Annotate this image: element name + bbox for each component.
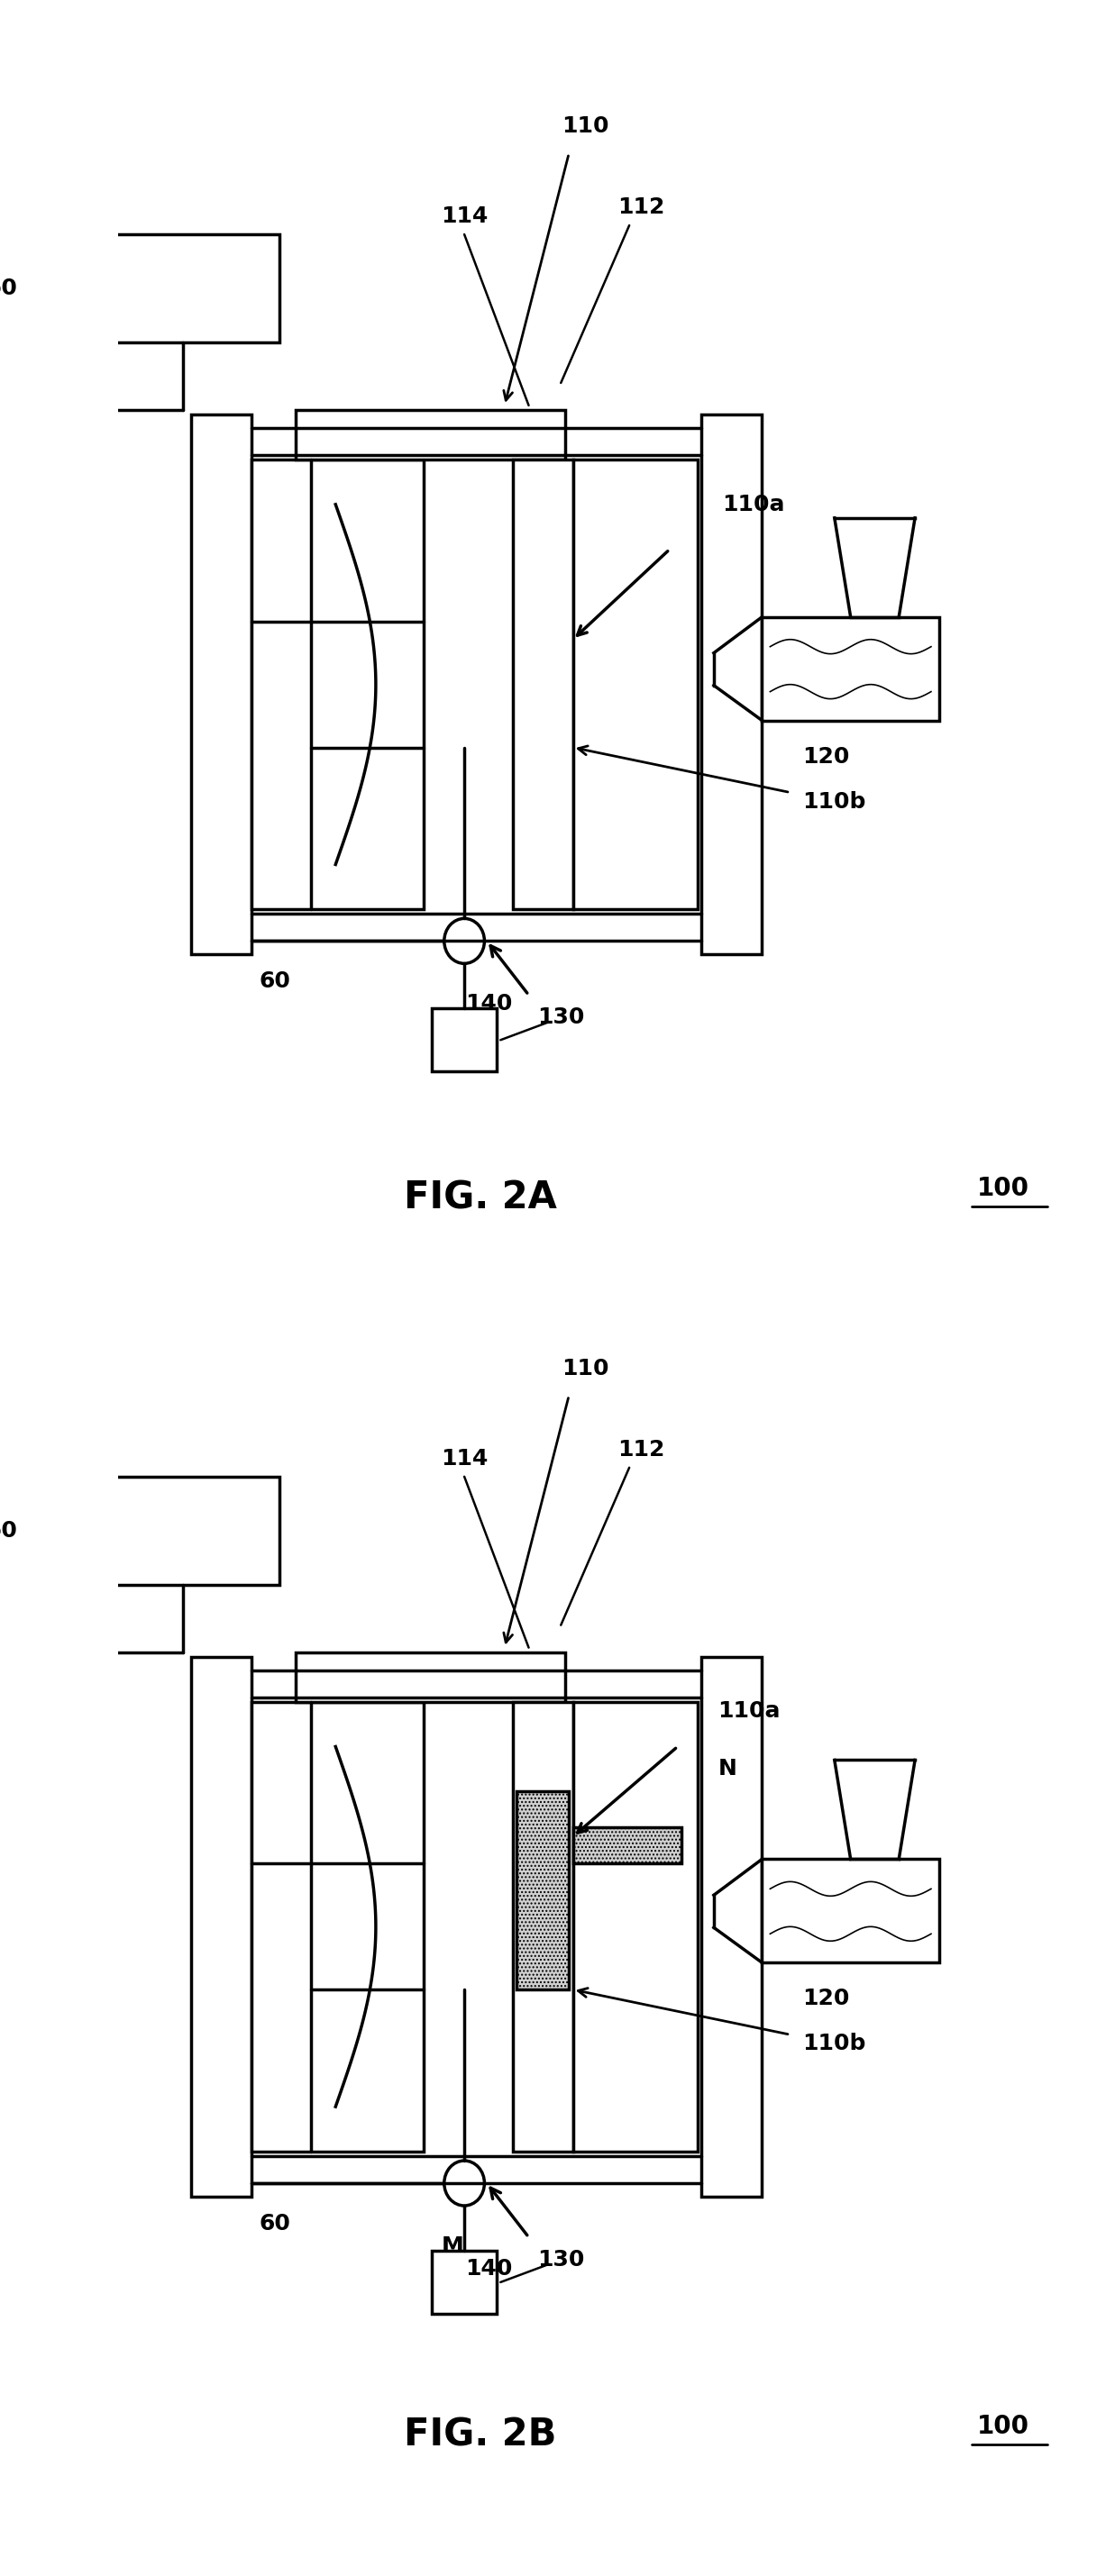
Text: 60: 60 [260, 2213, 291, 2233]
Text: 114: 114 [440, 1448, 488, 1468]
Bar [191, 1656, 251, 2197]
Text: 110b: 110b [803, 791, 865, 811]
Text: 112: 112 [618, 1440, 665, 1461]
Text: 60: 60 [260, 971, 291, 992]
Bar [516, 1793, 569, 1989]
Text: 110b: 110b [803, 2032, 865, 2056]
Text: FIG. 2B: FIG. 2B [404, 2416, 556, 2455]
Bar [295, 1651, 565, 1703]
Text: 100: 100 [978, 1175, 1029, 1200]
Bar [762, 616, 939, 721]
Text: 120: 120 [803, 1989, 850, 2009]
Bar [513, 459, 573, 909]
Text: 110a: 110a [718, 1700, 780, 1721]
Bar [46, 234, 279, 343]
Text: 120: 120 [803, 744, 850, 768]
Text: 110: 110 [561, 116, 609, 137]
Text: 110: 110 [561, 1358, 609, 1378]
Bar [701, 415, 762, 956]
Text: 140: 140 [465, 994, 512, 1015]
Text: N: N [718, 1759, 737, 1780]
Text: 140: 140 [465, 2259, 512, 2280]
Text: 130: 130 [537, 1007, 584, 1028]
Text: 110a: 110a [721, 495, 785, 515]
Text: M: M [442, 2236, 464, 2257]
Text: 130: 130 [537, 2249, 584, 2269]
Bar [516, 1793, 569, 1989]
Bar [762, 1860, 939, 1963]
Text: 50: 50 [0, 1520, 18, 1540]
Bar [191, 415, 251, 956]
Bar [573, 1826, 681, 1862]
Bar [433, 2251, 496, 2313]
Bar [251, 459, 424, 909]
Bar [573, 1826, 681, 1862]
Bar [701, 1656, 762, 2197]
Bar [46, 1476, 279, 1584]
Text: 100: 100 [978, 2414, 1029, 2439]
Text: FIG. 2A: FIG. 2A [404, 1180, 558, 1216]
Text: 112: 112 [618, 196, 665, 219]
Bar [433, 1010, 496, 1072]
Bar [251, 1703, 424, 2151]
Bar [573, 1703, 698, 2151]
Bar [513, 1703, 573, 2151]
Bar [295, 410, 565, 459]
Text: 50: 50 [0, 278, 18, 299]
Text: 114: 114 [440, 206, 488, 227]
Bar [573, 459, 698, 909]
